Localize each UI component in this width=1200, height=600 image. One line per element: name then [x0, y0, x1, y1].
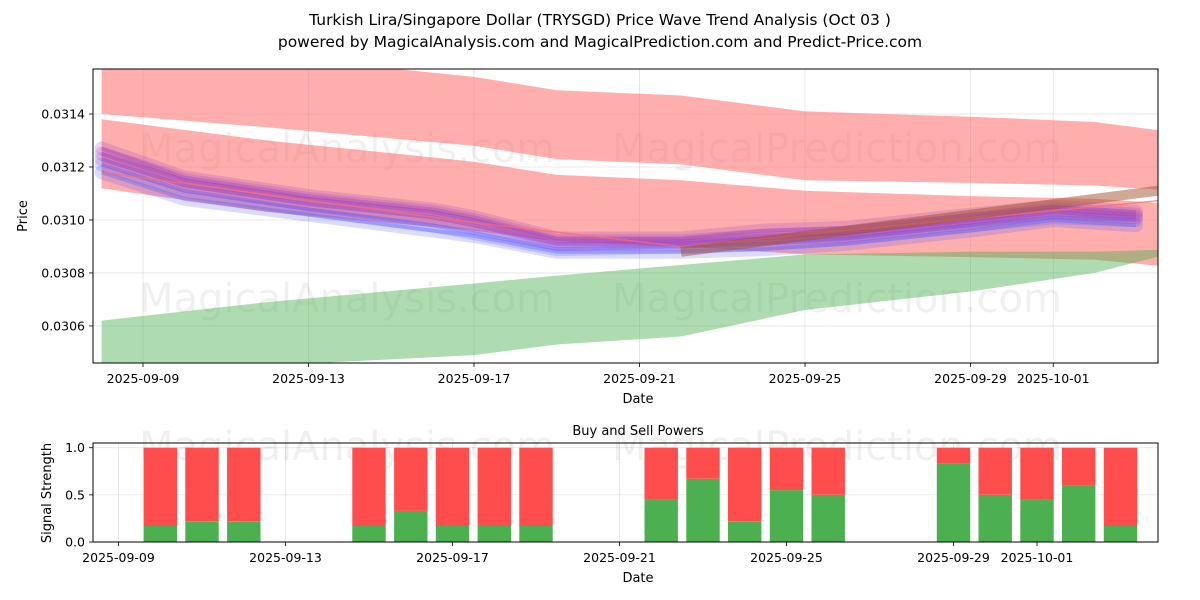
sell-bar	[394, 447, 428, 511]
sell-bar	[1103, 447, 1138, 526]
bars-x-tick-label: 2025-09-17	[416, 550, 489, 565]
main-y-tick-label: 0.0308	[41, 265, 85, 280]
buy-bar	[978, 494, 1012, 542]
sell-bar	[936, 447, 971, 464]
bars-x-tick-label: 2025-10-01	[1001, 550, 1074, 565]
bars-plot-area	[143, 447, 1138, 542]
main-y-tick-label: 0.0314	[41, 107, 85, 122]
sell-bar	[769, 447, 804, 491]
buy-bar	[769, 490, 804, 542]
buy-bar	[1103, 526, 1138, 542]
buy-bar	[519, 526, 553, 542]
wave-line-core	[100, 170, 1137, 254]
buy-bar	[686, 478, 720, 542]
bars-y-tick-label: 0.5	[65, 487, 85, 502]
sell-bar	[352, 447, 386, 526]
buy-bar	[227, 521, 261, 542]
wave-line	[94, 146, 1143, 249]
sell-bar	[143, 447, 177, 526]
buy-bar	[1020, 499, 1054, 542]
buy-bar	[143, 526, 177, 542]
wave-line	[94, 165, 1143, 259]
sell-bar	[227, 447, 261, 522]
sell-bar	[477, 447, 511, 526]
price-band-green	[101, 249, 1158, 363]
sell-bar	[644, 447, 678, 500]
buy-bar	[394, 510, 428, 542]
wave-line-core	[100, 151, 1137, 244]
main-x-tick-label: 2025-09-21	[603, 371, 676, 386]
bars-x-tick-label: 2025-09-21	[583, 550, 656, 565]
wave-line	[94, 157, 1143, 257]
bars-chart-title: Buy and Sell Powers	[572, 424, 703, 439]
main-x-tick-label: 2025-09-25	[769, 371, 842, 386]
chart-title-line1: Turkish Lira/Singapore Dollar (TRYSGD) P…	[308, 11, 891, 29]
bars-axes-frame	[92, 442, 1159, 543]
price-band-red	[101, 69, 1158, 190]
main-x-tick-label: 2025-09-09	[107, 371, 180, 386]
main-axes-frame	[92, 68, 1159, 364]
price-wave-chart: MagicalAnalysis.com MagicalPrediction.co…	[16, 68, 1159, 407]
wave-line-core	[100, 157, 1137, 246]
bars-y-ticks: 0.0 0.5 1.0	[65, 440, 93, 550]
sell-bar	[686, 447, 720, 479]
buy-bar	[936, 463, 971, 542]
buy-bar	[435, 526, 470, 542]
watermark-analysis-bottom: MagicalAnalysis.com	[139, 276, 555, 322]
sell-bar	[1020, 447, 1054, 500]
main-y-tick-label: 0.0306	[41, 318, 85, 333]
bars-y-axis-label: Signal Strength	[40, 443, 55, 543]
buy-bar	[185, 521, 219, 542]
bars-x-axis-label: Date	[622, 571, 653, 586]
sell-bar	[435, 447, 470, 526]
bars-x-tick-label: 2025-09-09	[82, 550, 155, 565]
main-y-axis-label: Price	[16, 200, 31, 232]
main-x-tick-label: 2025-09-13	[272, 371, 345, 386]
buy-bar	[352, 526, 386, 542]
trend-line-brown	[680, 185, 1158, 257]
buy-bar	[811, 494, 845, 542]
bars-y-tick-label: 1.0	[65, 440, 85, 455]
main-x-tick-label: 2025-09-29	[934, 371, 1007, 386]
wave-line-core	[100, 162, 1137, 252]
main-x-tick-label: 2025-10-01	[1017, 371, 1090, 386]
bars-x-tick-label: 2025-09-29	[917, 550, 990, 565]
sell-bar	[1062, 447, 1096, 486]
main-x-ticks: 2025-09-09 2025-09-13 2025-09-17 2025-09-21…	[107, 363, 1090, 386]
sell-bar	[978, 447, 1012, 495]
buy-bar	[1062, 485, 1096, 542]
main-y-ticks: 0.0306 0.0308 0.0310 0.0312 0.0314	[41, 107, 93, 333]
buy-sell-powers-chart: Buy and Sell Powers MagicalAnalysis.com …	[40, 424, 1159, 586]
main-y-tick-label: 0.0312	[41, 160, 85, 175]
sell-bar	[811, 447, 845, 495]
bars-x-ticks: 2025-09-09 2025-09-13 2025-09-17 2025-09-21…	[82, 542, 1073, 565]
main-x-axis-label: Date	[622, 392, 653, 407]
chart-title-line2: powered by MagicalAnalysis.com and Magic…	[278, 33, 922, 51]
bars-y-tick-label: 0.0	[65, 535, 85, 550]
sell-bar	[519, 447, 553, 526]
main-plot-area	[94, 69, 1158, 363]
main-y-tick-label: 0.0310	[41, 212, 85, 227]
bars-x-tick-label: 2025-09-25	[750, 550, 823, 565]
watermark-prediction-bottom: MagicalPrediction.com	[612, 276, 1062, 322]
bars-x-tick-label: 2025-09-13	[249, 550, 322, 565]
buy-bar	[728, 521, 762, 542]
sell-bar	[728, 447, 762, 522]
buy-bar	[644, 499, 678, 542]
main-x-tick-label: 2025-09-17	[438, 371, 511, 386]
sell-bar	[185, 447, 219, 522]
wave-line	[94, 152, 1143, 251]
buy-bar	[477, 526, 511, 542]
